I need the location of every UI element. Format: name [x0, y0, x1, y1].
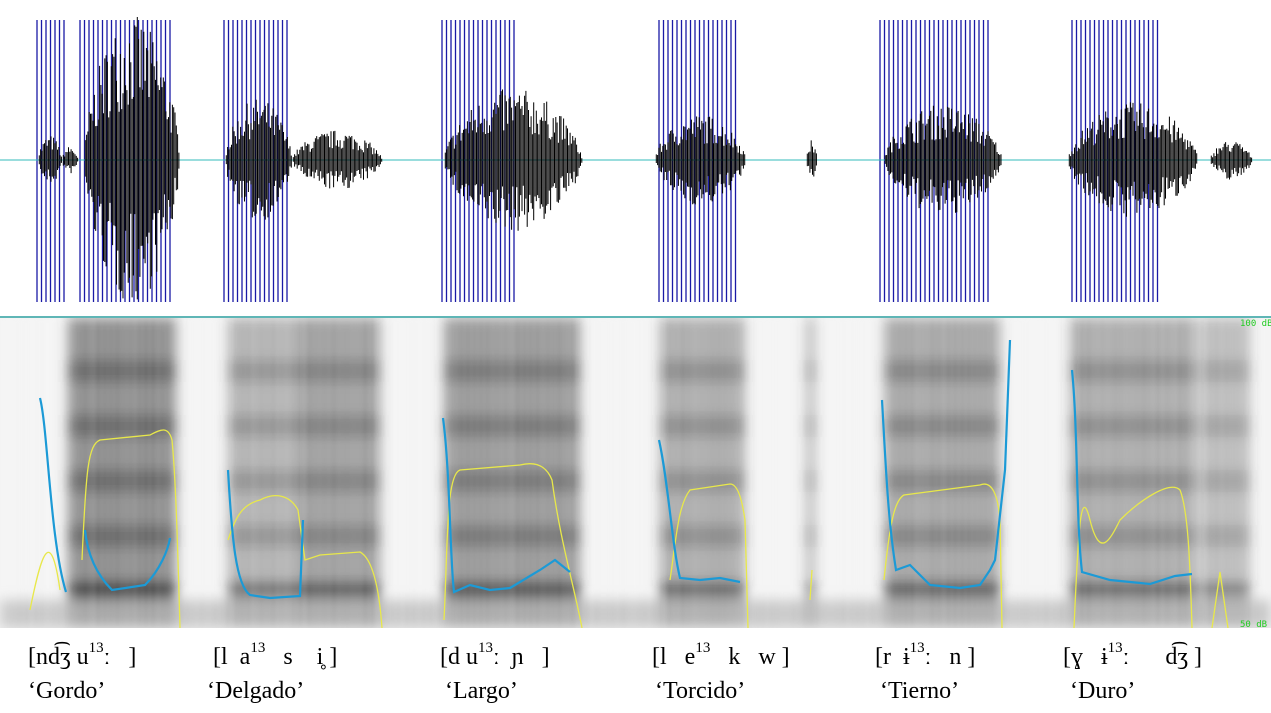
formant	[806, 525, 815, 547]
gloss: ‘Duro’	[1070, 678, 1135, 704]
formant	[228, 415, 300, 437]
intensity-contour	[29, 551, 61, 611]
striations	[1, 318, 1269, 628]
formant	[1200, 360, 1250, 382]
transcription: [d u13ː ɲ ]	[440, 640, 550, 670]
gloss: ‘Torcido’	[655, 678, 745, 704]
pitch-contour	[226, 469, 305, 600]
formant	[228, 525, 300, 547]
pitch-contour	[657, 439, 741, 584]
formant	[1200, 415, 1250, 437]
pitch-contour	[441, 417, 571, 594]
pitch-contour	[880, 339, 1012, 590]
gloss: ‘Largo’	[445, 678, 518, 704]
intensity-contour	[227, 495, 383, 628]
formant	[1200, 525, 1250, 547]
formant	[806, 470, 815, 492]
formant	[660, 415, 745, 437]
transcription: [l a13 s i̥ ]	[213, 640, 337, 670]
formant	[300, 415, 380, 437]
transcription: [r ɨ13ː n ]	[875, 640, 975, 670]
tone: 13	[250, 640, 265, 656]
gloss: ‘Delgado’	[207, 678, 304, 704]
pitch-contour	[1070, 369, 1193, 586]
pitch-contour	[83, 529, 172, 592]
intensity-contour	[883, 483, 1003, 628]
transcription: [ɣ ɨ13ː d͡ʒ ]	[1063, 640, 1202, 670]
formant	[806, 415, 815, 437]
formant	[300, 525, 380, 547]
segments: s i̥ ]	[265, 644, 337, 670]
tone: 13	[478, 640, 493, 656]
formant	[300, 470, 380, 492]
waveform-trace	[38, 17, 1253, 300]
formant	[228, 360, 300, 382]
formant	[1200, 470, 1250, 492]
segments: ː ɲ ]	[493, 644, 550, 670]
transcription: [nd͡ʒ u13ː ]	[28, 640, 136, 670]
formant	[300, 360, 380, 382]
transcriptions: [nd͡ʒ u13ː ]‘Gordo’[l a13 s i̥ ]‘Delgado…	[28, 640, 1202, 704]
intensity-contour	[1073, 486, 1193, 628]
segments: [r ɨ	[875, 644, 910, 670]
gloss: ‘Tierno’	[880, 678, 959, 704]
segments: [l a	[213, 644, 251, 670]
transcription: [l e13 k w ]	[652, 640, 790, 670]
pitch-contour	[38, 397, 68, 593]
formant	[806, 360, 815, 382]
segments: [nd͡ʒ u	[28, 642, 89, 670]
gloss: ‘Gordo’	[28, 678, 105, 704]
formant	[660, 470, 745, 492]
tone: 13	[695, 640, 710, 656]
tone: 13	[910, 640, 925, 656]
segments: ː ]	[104, 644, 137, 670]
db-top: 100 dB	[1240, 319, 1271, 329]
segments: k w ]	[710, 644, 789, 670]
intensity-contour	[809, 569, 813, 601]
spectrogram	[0, 318, 1271, 628]
waveform	[0, 17, 1271, 302]
intensity-contour	[81, 429, 181, 628]
intensity-contour	[443, 463, 583, 628]
segments: ː n ]	[925, 644, 976, 670]
tone: 13	[1108, 640, 1123, 656]
formant	[660, 360, 745, 382]
segments: ː d͡ʒ ]	[1123, 642, 1202, 670]
tone: 13	[89, 640, 104, 656]
formant	[660, 525, 745, 547]
db-bottom: 50 dB	[1240, 620, 1267, 630]
intensity-contour	[1211, 571, 1229, 628]
segments: [l e	[652, 644, 695, 670]
segments: [d u	[440, 644, 478, 670]
segments: [ɣ ɨ	[1063, 644, 1108, 670]
formant	[228, 470, 300, 492]
